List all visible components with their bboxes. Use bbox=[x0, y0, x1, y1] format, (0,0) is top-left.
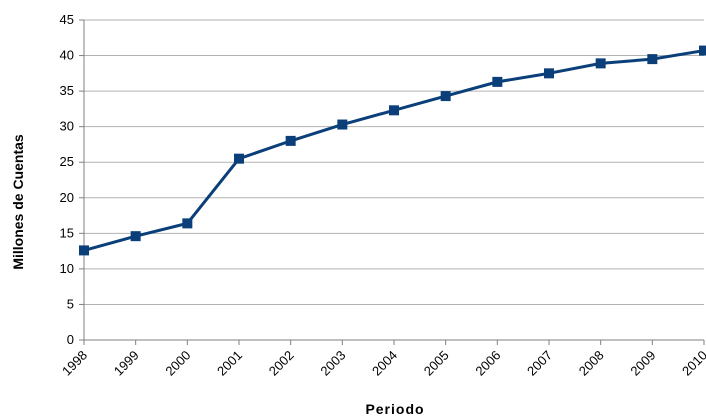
y-tick-label: 5 bbox=[67, 296, 74, 311]
data-point-marker bbox=[182, 218, 193, 229]
y-tick-label: 15 bbox=[60, 225, 74, 240]
data-point-marker bbox=[595, 58, 606, 69]
x-tick-label: 2010 bbox=[679, 348, 706, 379]
data-point-marker bbox=[79, 245, 89, 256]
data-point-marker bbox=[699, 45, 706, 56]
series-group bbox=[79, 45, 706, 256]
data-point-marker bbox=[285, 135, 296, 146]
x-axis-title: Periodo bbox=[365, 401, 424, 417]
data-point-marker bbox=[544, 68, 554, 79]
x-tick-label: 2004 bbox=[369, 348, 400, 379]
x-tick-label: 2001 bbox=[214, 348, 245, 379]
y-tick-label: 30 bbox=[60, 119, 74, 134]
x-tick-label: 2000 bbox=[162, 348, 193, 379]
y-tick-label: 40 bbox=[60, 48, 74, 63]
y-tick-label: 25 bbox=[60, 154, 74, 169]
x-tick-label: 2007 bbox=[524, 348, 555, 379]
x-tick-label: 2009 bbox=[627, 348, 658, 379]
data-point-marker bbox=[389, 105, 399, 116]
x-tick-label: 1998 bbox=[59, 348, 90, 379]
axes bbox=[79, 19, 705, 345]
x-tick-label: 2008 bbox=[576, 348, 607, 379]
data-point-marker bbox=[440, 91, 451, 102]
x-tick-label: 1999 bbox=[111, 348, 142, 379]
y-tick-labels: 0 5 10 15 20 25 30 35 40 45 bbox=[60, 12, 74, 347]
y-tick-label: 45 bbox=[60, 12, 74, 27]
data-point-marker bbox=[234, 153, 244, 164]
gridlines bbox=[84, 19, 704, 305]
data-point-marker bbox=[130, 231, 141, 242]
data-point-marker bbox=[647, 54, 658, 65]
series-line bbox=[83, 49, 705, 252]
y-tick-label: 0 bbox=[67, 332, 74, 347]
x-tick-label: 2006 bbox=[472, 348, 503, 379]
y-axis-title: Millones de Cuentas bbox=[10, 134, 26, 270]
y-tick-label: 35 bbox=[60, 83, 74, 98]
y-tick-label: 20 bbox=[60, 190, 74, 205]
x-tick-label: 2005 bbox=[421, 348, 452, 379]
data-point-marker bbox=[337, 119, 348, 130]
x-tick-label: 2003 bbox=[317, 348, 348, 379]
x-tick-label: 2002 bbox=[266, 348, 297, 379]
x-tick-labels: 1998 1999 2000 2001 2002 2003 2004 2005 2006 2007… bbox=[59, 348, 706, 379]
y-tick-label: 10 bbox=[60, 261, 74, 276]
data-point-marker bbox=[492, 76, 503, 87]
